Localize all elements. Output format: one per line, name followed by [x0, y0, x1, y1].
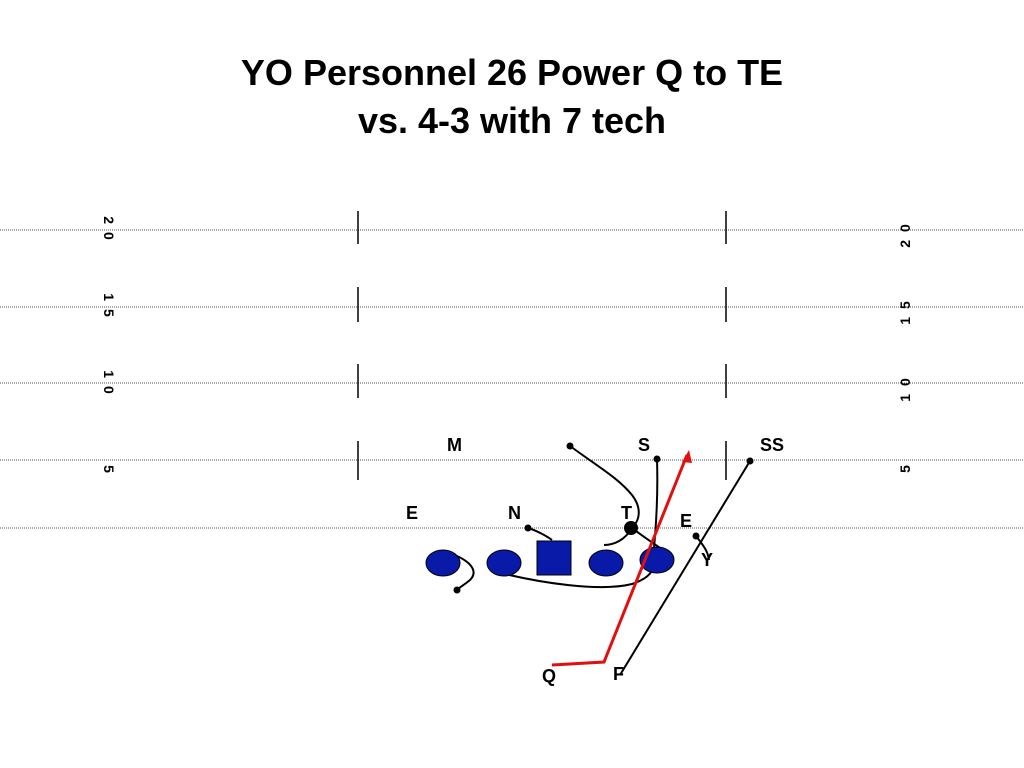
nose-marker	[524, 524, 532, 532]
diagram-title-line-1: YO Personnel 26 Power Q to TE	[240, 52, 784, 93]
label-strong-end: E	[680, 511, 692, 531]
yard-number-right-15: 15	[897, 293, 913, 325]
yard-number-left-10: 10	[101, 370, 117, 402]
ss-path	[619, 460, 751, 676]
mike-linebacker-path	[569, 445, 640, 529]
yard-number-left-15: 15	[101, 293, 117, 325]
left-guard	[486, 549, 522, 577]
right-guard	[588, 549, 624, 577]
label-tackle: T	[621, 503, 632, 523]
mike-marker	[566, 442, 574, 450]
yard-number-right-20: 20	[897, 216, 913, 248]
left-tackle-block-path	[456, 555, 475, 591]
label-sam: S	[638, 435, 650, 455]
yard-number-right-5: 5	[897, 465, 913, 473]
nose-path	[527, 527, 553, 541]
sam-marker	[653, 455, 661, 463]
qb-route-arrowhead-icon	[682, 450, 692, 463]
label-strong-safety: SS	[760, 435, 784, 455]
tackle-marker	[624, 521, 638, 535]
label-fullback: F	[613, 664, 624, 684]
label-y-tight-end: Y	[701, 550, 713, 570]
ss-marker	[746, 457, 754, 465]
yard-lines	[0, 229, 1024, 529]
label-weak-end: E	[406, 503, 418, 523]
yard-numbers: 20 15 10 5 20 15 10 5	[101, 216, 913, 473]
yard-number-left-20: 20	[101, 216, 117, 248]
label-quarterback: Q	[542, 666, 556, 686]
yard-number-left-5: 5	[101, 465, 117, 473]
label-nose: N	[508, 503, 521, 523]
defense-paths	[527, 445, 751, 676]
diagram-title-line-2: vs. 4-3 with 7 tech	[357, 100, 667, 141]
left-tackle	[425, 549, 461, 577]
defense-dots	[524, 442, 754, 540]
player-labels: M S SS E N T E Y Q F	[406, 435, 784, 686]
left-tackle-block-marker	[453, 586, 461, 594]
end-7-tech-marker	[692, 532, 700, 540]
offensive-line	[425, 540, 675, 577]
label-mike: M	[447, 435, 462, 455]
qb-route	[551, 450, 692, 667]
yard-number-right-10: 10	[897, 370, 913, 402]
center	[536, 540, 572, 576]
qb-power-path	[551, 454, 689, 667]
hash-marks	[357, 211, 727, 480]
